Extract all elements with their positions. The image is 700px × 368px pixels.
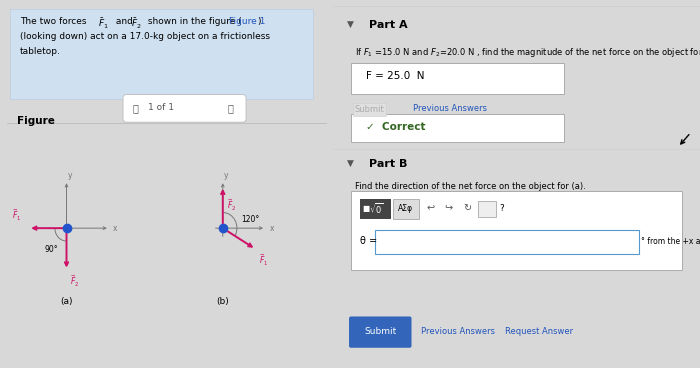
Text: Request Answer: Request Answer: [505, 327, 573, 336]
Text: ↩: ↩: [426, 203, 434, 213]
Text: y: y: [68, 171, 72, 180]
FancyBboxPatch shape: [477, 201, 496, 217]
Text: ✓  Correct: ✓ Correct: [365, 122, 425, 132]
Text: ↻: ↻: [463, 203, 471, 213]
Text: (looking down) act on a 17.0-kg object on a frictionless: (looking down) act on a 17.0-kg object o…: [20, 32, 270, 41]
FancyBboxPatch shape: [393, 199, 419, 219]
Text: (b): (b): [216, 297, 229, 305]
Text: (a): (a): [60, 297, 73, 305]
Text: x: x: [270, 224, 274, 233]
Text: θ =: θ =: [360, 236, 377, 246]
FancyBboxPatch shape: [351, 114, 564, 142]
Text: ■: ■: [363, 204, 370, 213]
Text: tabletop.: tabletop.: [20, 47, 61, 56]
FancyBboxPatch shape: [374, 230, 639, 254]
Text: ▼: ▼: [347, 20, 354, 29]
Text: 〈: 〈: [133, 103, 139, 113]
Text: y: y: [224, 171, 228, 180]
Text: $\bar{F}_2$: $\bar{F}_2$: [132, 17, 142, 31]
Text: Figure: Figure: [17, 116, 55, 126]
Text: F = 25.0  N: F = 25.0 N: [365, 71, 424, 81]
Text: $\vec{F}_1$: $\vec{F}_1$: [13, 208, 22, 223]
Text: 1 of 1: 1 of 1: [148, 103, 174, 112]
Text: ): ): [258, 17, 261, 25]
Text: shown in the figure (: shown in the figure (: [145, 17, 242, 25]
Text: 90°: 90°: [45, 245, 59, 254]
Text: x: x: [113, 224, 118, 233]
Text: Submit: Submit: [355, 105, 384, 114]
Text: $\sqrt{0}$: $\sqrt{0}$: [368, 201, 383, 216]
Text: $\vec{F}_2$: $\vec{F}_2$: [227, 197, 236, 212]
Text: Part B: Part B: [370, 159, 407, 169]
Text: Find the direction of the net force on the object for (a).: Find the direction of the net force on t…: [355, 182, 585, 191]
FancyBboxPatch shape: [351, 63, 564, 94]
Text: 〉: 〉: [228, 103, 234, 113]
FancyBboxPatch shape: [10, 9, 312, 99]
Text: ↪: ↪: [444, 203, 453, 213]
Text: Figure 1: Figure 1: [230, 17, 266, 25]
Text: Previous Answers: Previous Answers: [421, 327, 495, 336]
FancyBboxPatch shape: [360, 199, 391, 219]
Text: ΑΣφ: ΑΣφ: [398, 204, 414, 213]
Text: and: and: [113, 17, 136, 25]
Text: If $F_1$ =15.0 N and $F_2$=20.0 N , find the magnitude of the net force on the o: If $F_1$ =15.0 N and $F_2$=20.0 N , find…: [355, 46, 700, 59]
Text: ▼: ▼: [347, 159, 354, 168]
Text: Part A: Part A: [370, 20, 408, 30]
Text: $\vec{F}_2$: $\vec{F}_2$: [70, 274, 79, 289]
Text: $\bar{F}_1$: $\bar{F}_1$: [98, 17, 109, 31]
FancyBboxPatch shape: [351, 191, 682, 270]
Text: The two forces: The two forces: [20, 17, 90, 25]
Text: ° from the +x axis: ° from the +x axis: [641, 237, 700, 245]
FancyBboxPatch shape: [123, 95, 246, 122]
Text: 120°: 120°: [241, 215, 259, 223]
Text: $\vec{F}_1$: $\vec{F}_1$: [259, 253, 269, 268]
Text: Submit: Submit: [364, 327, 396, 336]
Text: Previous Answers: Previous Answers: [413, 104, 487, 113]
FancyBboxPatch shape: [349, 316, 412, 348]
Text: ?: ?: [500, 204, 505, 213]
